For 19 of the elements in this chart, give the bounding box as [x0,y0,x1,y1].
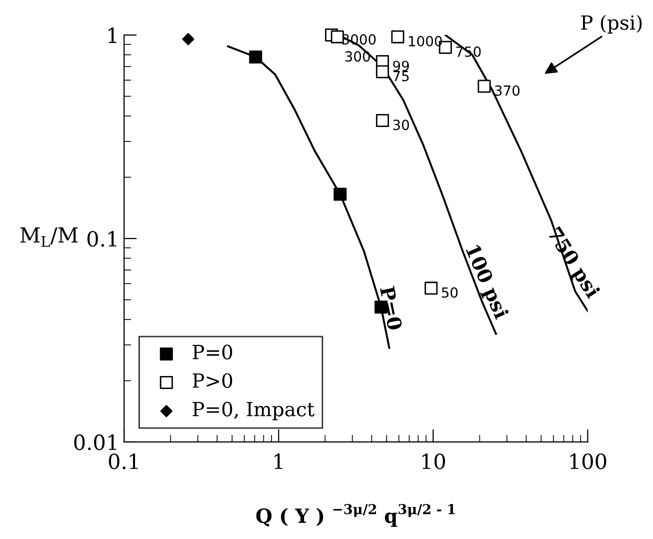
annotation: 50 [442,287,458,298]
legend-label: P=0 [192,344,232,360]
x-tick-label: 1 [274,453,282,469]
x-tick-label: 10 [422,453,446,470]
annotation: 1000 [408,36,442,46]
x-tick-label: 100 [570,453,606,470]
annotation: 99 [393,60,409,72]
y-tick-label: 0.01 [74,434,116,450]
annotation: 370 [495,85,520,96]
legend-label: P>0 [192,373,232,388]
legend-label: P=0, Impact [192,402,314,420]
text: 100 psi [462,244,510,322]
x-tick-label: 0.1 [108,453,138,470]
text: P=0 [380,286,403,331]
y-tick-label: 1 [108,27,116,43]
y-tick-label: 0.1 [87,230,116,247]
text: P (psi) [581,14,642,34]
annotation: 75 [393,71,409,82]
annotation: 30 [393,120,409,130]
